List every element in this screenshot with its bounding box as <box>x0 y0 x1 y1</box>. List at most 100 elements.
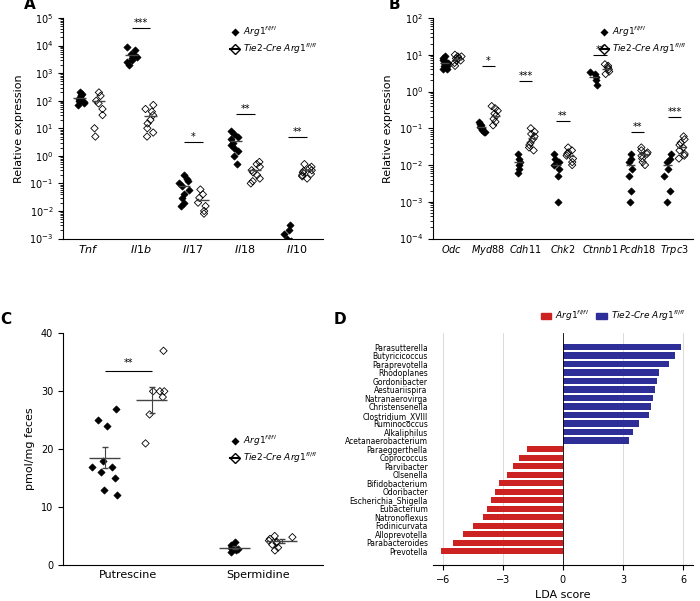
Point <box>566 157 578 167</box>
Point <box>141 123 153 133</box>
Point <box>678 132 690 141</box>
Point <box>102 421 113 431</box>
Point <box>279 229 290 239</box>
Point <box>639 160 650 170</box>
Y-axis label: pmol/mg feces: pmol/mg feces <box>25 408 35 490</box>
Legend: $Arg1^{fl/fl}$, $Tie2$-$Cre$ $Arg1^{fl/fl}$: $Arg1^{fl/fl}$, $Tie2$-$Cre$ $Arg1^{fl/f… <box>228 432 318 467</box>
Point <box>625 186 636 195</box>
Point <box>97 111 108 120</box>
Point <box>566 160 578 170</box>
Point <box>624 157 635 167</box>
Point <box>178 170 190 180</box>
Point <box>144 410 155 419</box>
Point <box>526 129 537 139</box>
Point <box>566 145 578 155</box>
Point <box>74 92 85 102</box>
Point <box>452 52 463 61</box>
Point <box>148 386 159 396</box>
Point <box>283 225 294 235</box>
Point <box>76 89 88 99</box>
Point <box>636 154 648 163</box>
Point <box>674 140 685 150</box>
Point <box>225 547 237 557</box>
Point <box>675 138 686 148</box>
Point <box>488 114 499 124</box>
Point <box>441 61 452 71</box>
Point <box>665 186 676 195</box>
Point <box>552 197 564 207</box>
Point <box>554 163 565 173</box>
Point <box>475 122 486 132</box>
Point <box>636 145 647 155</box>
Point <box>548 149 559 159</box>
Point <box>272 543 284 552</box>
Point <box>182 177 193 186</box>
Point <box>286 236 297 246</box>
Point <box>514 157 525 167</box>
Bar <box>519 454 563 461</box>
Point <box>263 536 274 546</box>
Point <box>254 162 265 172</box>
Point <box>636 142 647 152</box>
Point <box>148 111 159 120</box>
Point <box>251 170 262 180</box>
Point <box>90 96 101 106</box>
Point <box>548 160 559 170</box>
Point <box>92 415 103 425</box>
Point <box>524 140 535 150</box>
Bar <box>473 522 563 529</box>
Point <box>491 111 502 120</box>
Point <box>231 159 242 169</box>
Point <box>228 130 239 139</box>
Bar <box>563 438 629 444</box>
Point <box>267 540 278 549</box>
Bar <box>563 386 655 393</box>
Text: *: * <box>191 132 195 142</box>
Point <box>74 96 85 106</box>
Bar <box>441 548 563 554</box>
Point <box>568 154 579 163</box>
Point <box>194 193 205 203</box>
Point <box>603 67 615 76</box>
Point <box>265 534 276 544</box>
Point <box>142 118 153 128</box>
Point <box>625 154 636 163</box>
Point <box>563 142 574 152</box>
Point <box>131 52 142 61</box>
Point <box>122 42 133 52</box>
Point <box>287 248 298 258</box>
Bar <box>563 370 659 376</box>
Text: ***: *** <box>667 107 682 117</box>
Point <box>590 76 601 85</box>
Point <box>623 171 634 181</box>
Point <box>74 94 85 103</box>
Point <box>590 72 601 82</box>
Point <box>176 182 188 191</box>
Point <box>199 206 210 216</box>
Point <box>178 189 190 199</box>
Point <box>111 490 122 500</box>
Point <box>679 149 690 159</box>
Point <box>281 234 293 243</box>
Legend: $Arg1^{fl/fl}$, $Tie2$-$Cre$ $Arg1^{fl/fl}$: $Arg1^{fl/fl}$, $Tie2$-$Cre$ $Arg1^{fl/f… <box>598 23 689 58</box>
Point <box>298 168 309 177</box>
Point <box>270 546 281 555</box>
Point <box>200 201 211 211</box>
Bar <box>563 344 681 350</box>
Bar <box>463 531 563 537</box>
Bar <box>453 540 563 546</box>
X-axis label: LDA score: LDA score <box>535 590 591 600</box>
Point <box>254 174 265 183</box>
Bar <box>563 429 633 435</box>
Point <box>487 121 498 130</box>
Point <box>603 64 615 74</box>
Point <box>145 115 156 125</box>
Point <box>455 56 466 66</box>
Point <box>251 159 262 169</box>
Point <box>154 386 165 396</box>
Legend: $Arg1^{fl/fl}$, $Tie2$-$Cre$ $Arg1^{fl/fl}$: $Arg1^{fl/fl}$, $Tie2$-$Cre$ $Arg1^{fl/f… <box>537 305 689 326</box>
Point <box>665 149 676 159</box>
Point <box>528 145 539 155</box>
Point <box>438 56 449 66</box>
Point <box>550 154 561 163</box>
